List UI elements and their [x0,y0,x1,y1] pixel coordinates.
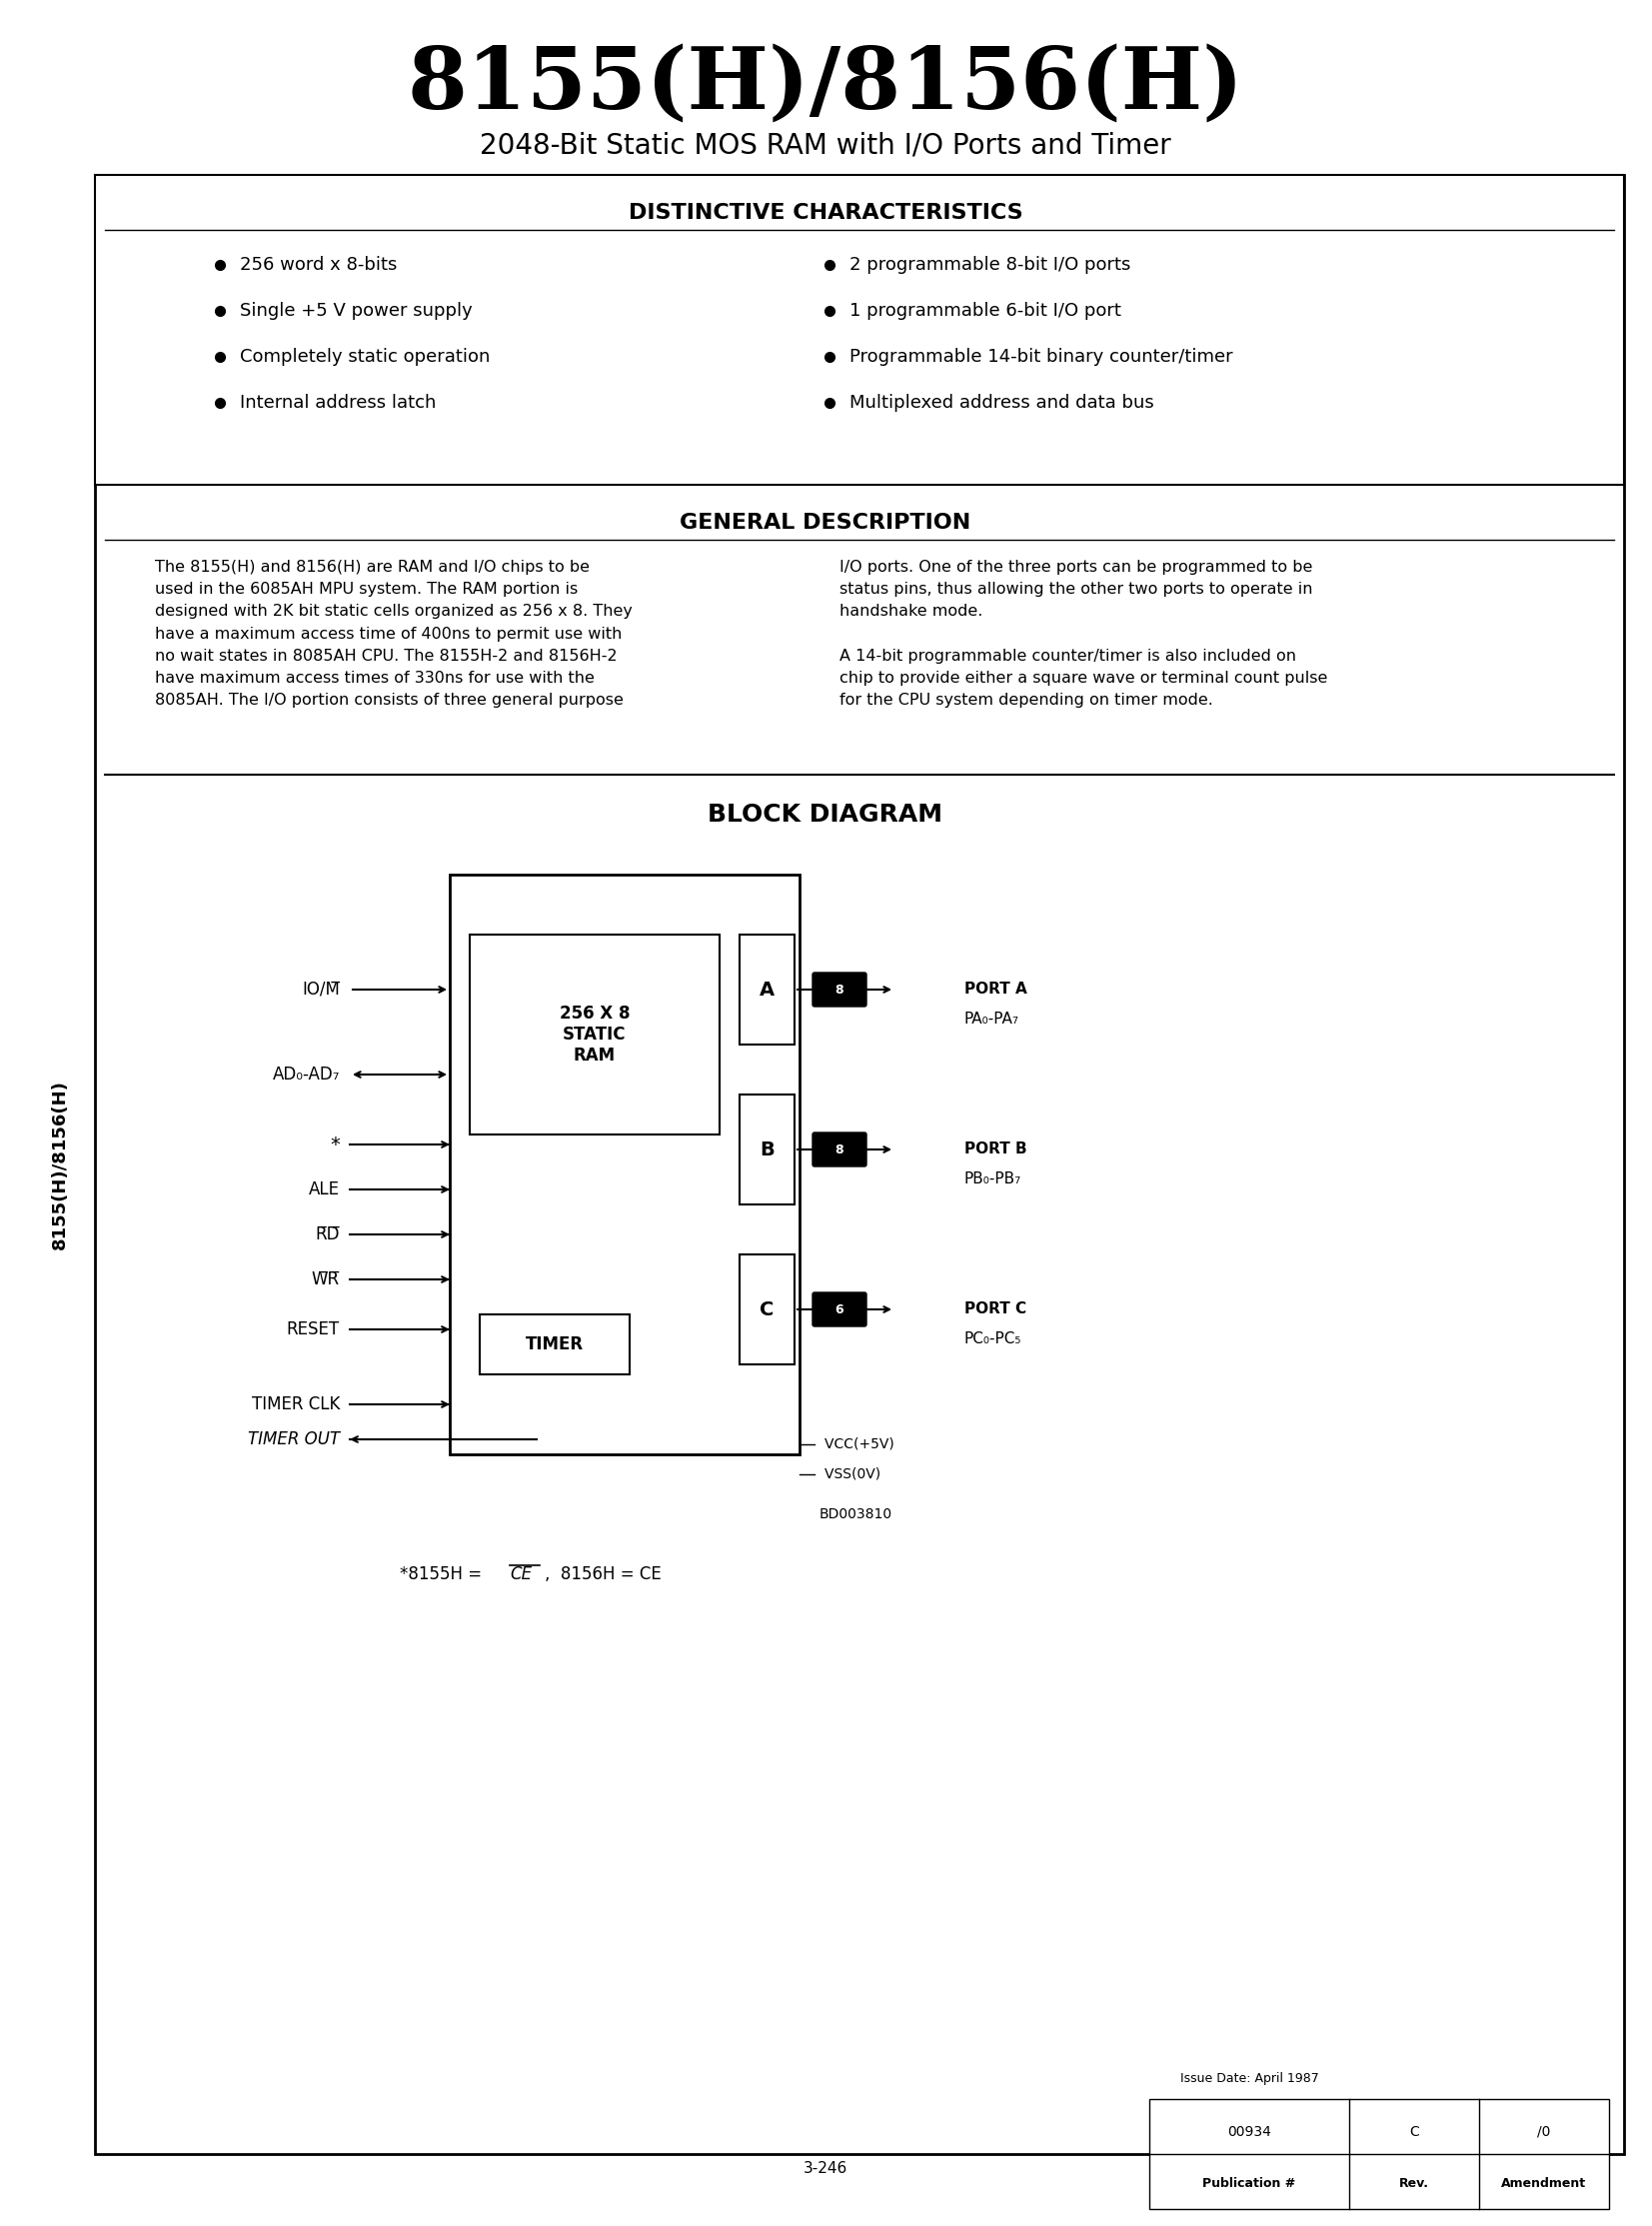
Text: TIMER OUT: TIMER OUT [248,1431,340,1449]
Text: ALE: ALE [309,1180,340,1198]
Text: 8: 8 [836,984,844,995]
Text: PB₀-PB₇: PB₀-PB₇ [965,1171,1021,1186]
Text: V⁣CC(+5V): V⁣CC(+5V) [824,1438,894,1451]
Text: Internal address latch: Internal address latch [240,394,436,412]
Text: A: A [760,979,775,999]
Text: BD003810: BD003810 [819,1507,892,1520]
FancyBboxPatch shape [813,1293,867,1327]
Text: Programmable 14-bit binary counter/timer: Programmable 14-bit binary counter/timer [849,347,1232,365]
Text: Completely static operation: Completely static operation [240,347,491,365]
Text: 2 programmable 8-bit I/O ports: 2 programmable 8-bit I/O ports [849,256,1130,274]
Bar [469,935,720,1135]
Text: 1 programmable 6-bit I/O port: 1 programmable 6-bit I/O port [849,303,1122,321]
Text: ,  8156H = CE: , 8156H = CE [545,1565,661,1583]
Bar [94,176,1624,485]
Text: 3-246: 3-246 [803,2161,847,2177]
Text: Issue Date: April 1987: Issue Date: April 1987 [1180,2072,1318,2086]
FancyBboxPatch shape [813,1133,867,1166]
Text: CE: CE [510,1565,532,1583]
Text: W̅R̅: W̅R̅ [312,1271,340,1289]
Text: The 8155(H) and 8156(H) are RAM and I/O chips to be
used in the 6085AH MPU syste: The 8155(H) and 8156(H) are RAM and I/O … [155,559,633,708]
Text: TIMER CLK: TIMER CLK [251,1396,340,1414]
Bar [740,935,795,1044]
Text: AD₀-AD₇: AD₀-AD₇ [273,1066,340,1084]
Text: Rev.: Rev. [1399,2177,1429,2190]
Text: I/O ports. One of the three ports can be programmed to be
status pins, thus allo: I/O ports. One of the three ports can be… [839,559,1328,708]
Text: 8155(H)/8156(H): 8155(H)/8156(H) [51,1080,69,1249]
Text: 00934: 00934 [1227,2126,1270,2139]
Text: B: B [760,1140,775,1160]
Text: IO/M̅: IO/M̅ [302,982,340,999]
Text: 8: 8 [836,1142,844,1155]
Bar [449,875,800,1454]
Text: *: * [330,1135,340,1153]
Text: Amendment: Amendment [1502,2177,1586,2190]
Text: Publication #: Publication # [1203,2177,1295,2190]
FancyBboxPatch shape [813,973,867,1006]
Text: 256 word x 8-bits: 256 word x 8-bits [240,256,396,274]
Bar [94,176,1624,2155]
Text: Multiplexed address and data bus: Multiplexed address and data bus [849,394,1155,412]
Text: Single +5 V power supply: Single +5 V power supply [240,303,472,321]
Text: C: C [760,1300,775,1320]
Text: PORT A: PORT A [965,982,1028,997]
Text: PA₀-PA₇: PA₀-PA₇ [965,1013,1019,1026]
Text: DISTINCTIVE CHARACTERISTICS: DISTINCTIVE CHARACTERISTICS [628,203,1023,223]
Text: C: C [1409,2126,1419,2139]
Text: /0: /0 [1538,2126,1551,2139]
Text: PORT B: PORT B [965,1142,1028,1158]
Text: TIMER: TIMER [525,1336,583,1353]
Text: 6: 6 [836,1302,844,1316]
Text: 2048-Bit Static MOS RAM with I/O Ports and Timer: 2048-Bit Static MOS RAM with I/O Ports a… [479,131,1171,158]
Text: BLOCK DIAGRAM: BLOCK DIAGRAM [709,804,943,826]
Text: PORT C: PORT C [965,1302,1026,1318]
Text: 256 X 8
STATIC
RAM: 256 X 8 STATIC RAM [560,1004,629,1064]
Text: 8155(H)/8156(H): 8155(H)/8156(H) [408,42,1244,127]
Bar [740,1255,795,1365]
Text: R̅D̅: R̅D̅ [316,1227,340,1244]
Text: PC₀-PC₅: PC₀-PC₅ [965,1331,1021,1347]
Bar [740,1095,795,1204]
Bar [1150,2099,1609,2208]
Text: V⁣SS(0V): V⁣SS(0V) [824,1467,881,1480]
Text: GENERAL DESCRIPTION: GENERAL DESCRIPTION [681,512,971,532]
Text: RESET: RESET [287,1320,340,1338]
Text: *8155H =: *8155H = [400,1565,487,1583]
Bar [479,1313,629,1373]
